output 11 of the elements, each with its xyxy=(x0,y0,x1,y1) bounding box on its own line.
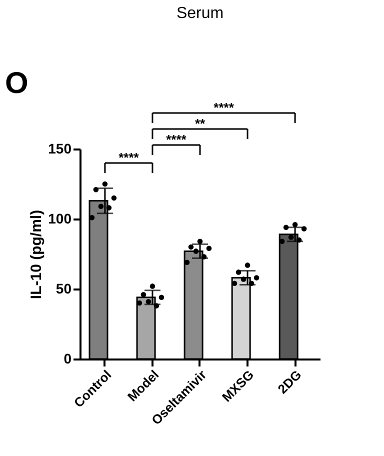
text: ** xyxy=(194,116,206,131)
y-tick-label: 0 xyxy=(64,350,72,366)
text: **** xyxy=(214,100,235,115)
text: **** xyxy=(166,132,188,147)
y-tick-label: 50 xyxy=(56,280,72,296)
text: O xyxy=(5,67,28,100)
y-tick-label: 150 xyxy=(48,140,72,156)
annotation: **** xyxy=(118,150,140,165)
y-axis-title: IL-10 (pg/ml) xyxy=(28,210,46,300)
y-tick-label: 100 xyxy=(48,210,72,226)
chart-title: Serum xyxy=(176,5,224,22)
